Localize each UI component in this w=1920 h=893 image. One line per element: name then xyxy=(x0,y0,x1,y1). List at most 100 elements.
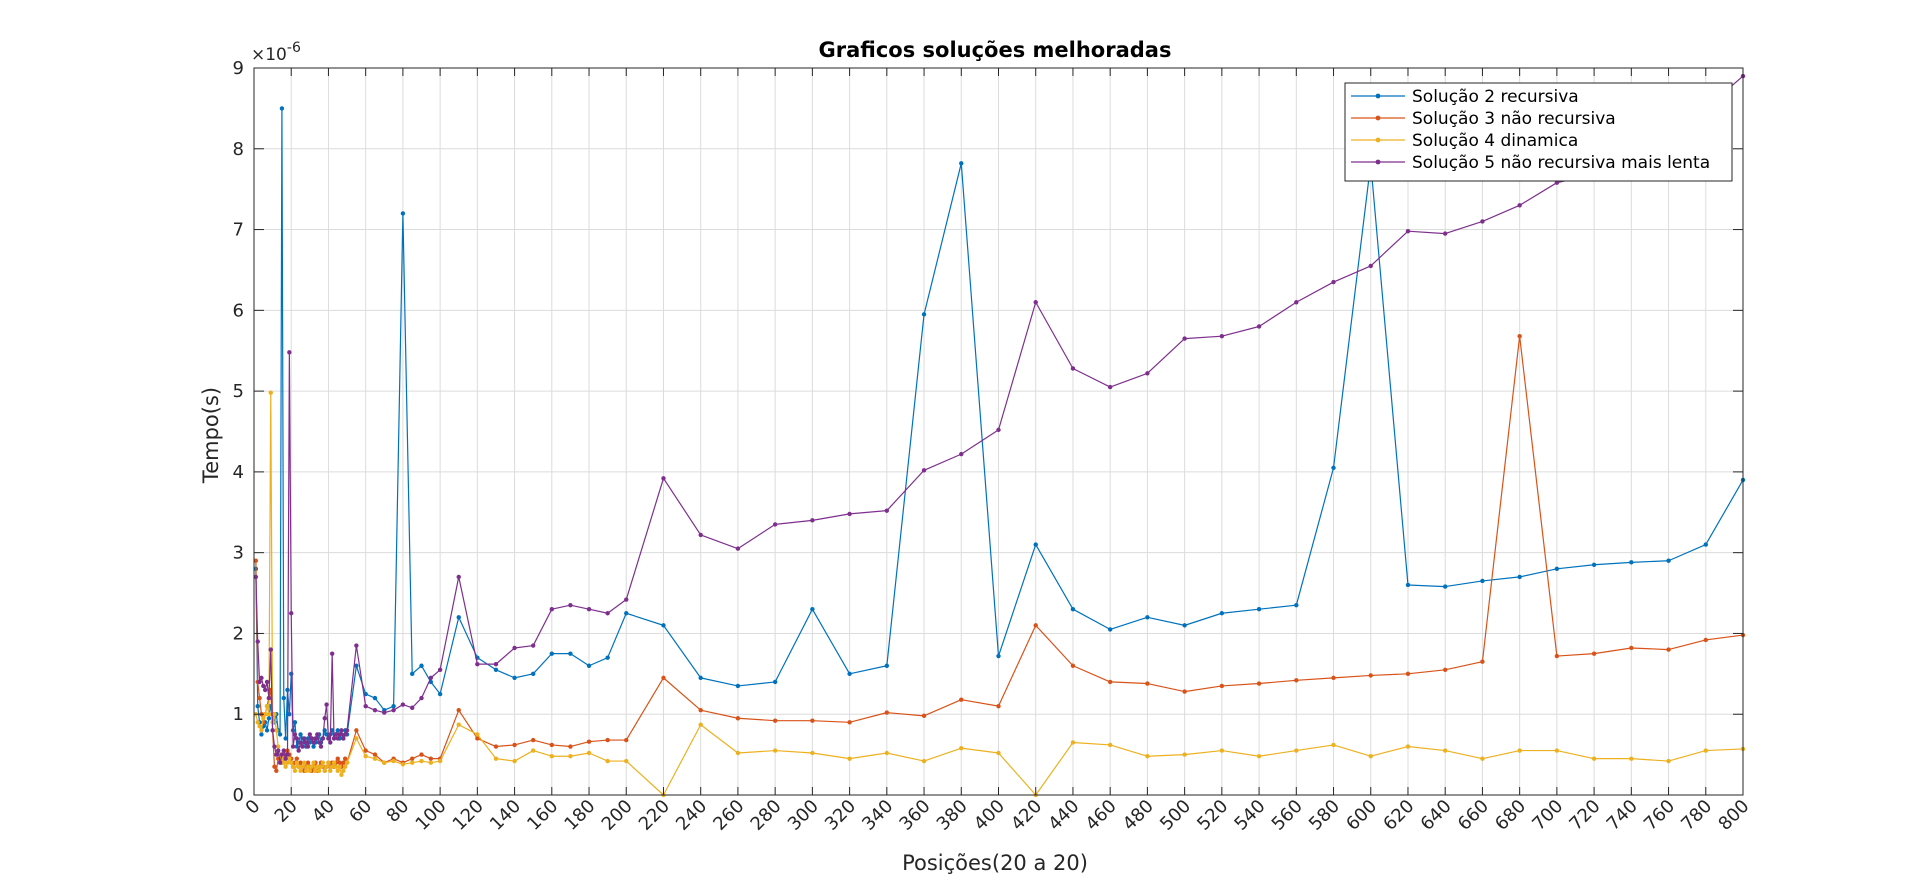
data-point xyxy=(272,764,277,769)
data-point xyxy=(307,768,313,773)
data-point xyxy=(735,750,741,756)
data-point xyxy=(847,720,852,725)
data-point xyxy=(257,679,262,685)
legend-marker xyxy=(1375,159,1381,165)
data-point xyxy=(343,732,348,737)
data-point xyxy=(331,760,337,765)
data-point xyxy=(264,679,270,685)
data-point xyxy=(475,661,480,667)
data-point xyxy=(428,756,434,761)
data-point xyxy=(475,732,480,737)
legend-label: Solução 5 não recursiva mais lenta xyxy=(1412,153,1710,173)
series-line xyxy=(255,107,1744,748)
x-axis-title: Posições(20 a 20) xyxy=(902,851,1088,875)
data-point xyxy=(456,615,461,620)
data-point xyxy=(1480,756,1485,761)
data-point xyxy=(289,611,294,616)
series-layer xyxy=(253,73,1746,798)
data-point xyxy=(341,736,346,741)
data-point xyxy=(266,716,272,721)
data-point xyxy=(605,758,610,764)
data-point xyxy=(320,736,326,741)
data-point xyxy=(341,768,346,773)
data-point xyxy=(354,728,359,733)
data-point xyxy=(437,667,443,672)
data-point xyxy=(1331,279,1336,285)
data-point xyxy=(586,607,592,612)
data-point xyxy=(1703,542,1708,547)
data-point xyxy=(261,716,266,721)
data-point xyxy=(298,732,303,737)
data-point xyxy=(294,736,300,741)
data-point xyxy=(300,744,305,749)
data-point xyxy=(605,611,610,616)
data-point xyxy=(772,679,778,685)
data-point xyxy=(624,597,629,602)
y-axis-title: Tempo(s) xyxy=(199,387,223,484)
data-point xyxy=(1480,219,1485,224)
data-point xyxy=(274,752,279,757)
data-point xyxy=(549,754,554,759)
data-point xyxy=(1070,663,1076,668)
data-point xyxy=(344,760,350,765)
data-point xyxy=(1554,566,1560,572)
data-point xyxy=(698,722,703,727)
data-point xyxy=(279,752,285,757)
data-point xyxy=(283,756,288,761)
data-point xyxy=(341,760,346,765)
data-point xyxy=(437,691,443,697)
y-tick-label: 4 xyxy=(233,462,244,483)
data-point xyxy=(1256,754,1262,759)
data-point xyxy=(257,695,262,701)
y-tick-label: 8 xyxy=(233,139,244,160)
data-point xyxy=(354,643,359,648)
data-point xyxy=(1219,683,1225,689)
data-point xyxy=(328,740,333,745)
data-point xyxy=(996,750,1001,756)
data-point xyxy=(339,772,344,778)
data-point xyxy=(698,675,703,681)
data-point xyxy=(1070,607,1076,612)
data-point xyxy=(605,655,610,660)
data-point xyxy=(1368,263,1373,269)
data-point xyxy=(1443,584,1448,589)
data-point xyxy=(921,468,927,473)
data-point xyxy=(276,744,281,749)
legend-marker xyxy=(1375,93,1381,99)
y-tick-label: 6 xyxy=(233,300,244,321)
data-point xyxy=(1070,740,1076,745)
data-point xyxy=(335,736,340,741)
data-point xyxy=(277,732,283,737)
legend-label: Solução 4 dinamica xyxy=(1412,131,1578,151)
data-point xyxy=(1107,679,1113,685)
data-point xyxy=(1107,384,1113,390)
data-point xyxy=(1331,465,1336,471)
data-point xyxy=(344,728,350,733)
data-point xyxy=(1405,228,1411,234)
data-point xyxy=(333,764,339,769)
data-point xyxy=(698,532,703,538)
data-point xyxy=(292,720,298,725)
data-point xyxy=(428,675,434,681)
data-point xyxy=(586,663,592,668)
data-point xyxy=(884,663,890,668)
data-point xyxy=(959,451,964,457)
data-point xyxy=(313,768,318,773)
data-point xyxy=(810,750,815,756)
data-point xyxy=(253,574,259,580)
series-line xyxy=(255,335,1744,772)
data-point xyxy=(1182,336,1187,341)
data-point xyxy=(276,748,281,753)
data-point xyxy=(305,744,311,749)
data-point xyxy=(391,703,396,709)
data-point xyxy=(698,707,703,713)
data-point xyxy=(322,768,327,773)
data-point xyxy=(266,695,272,701)
data-point xyxy=(329,764,335,769)
data-point xyxy=(281,695,286,701)
data-point xyxy=(331,736,337,741)
data-point xyxy=(512,742,517,748)
data-point xyxy=(316,740,322,745)
